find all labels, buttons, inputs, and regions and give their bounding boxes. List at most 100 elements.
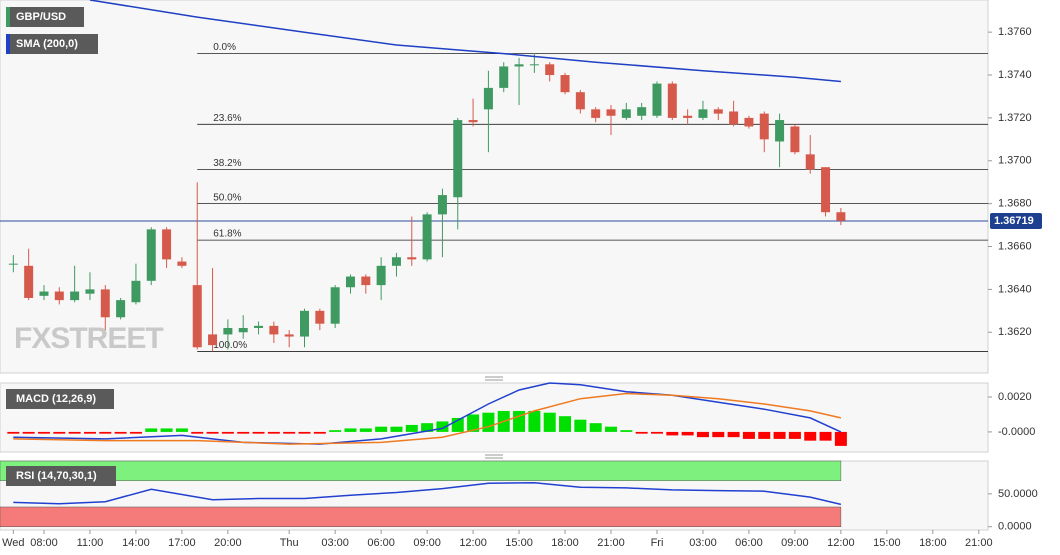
x-tick-label: 15:00 <box>873 537 901 549</box>
legend-box <box>6 389 114 409</box>
histogram-bar <box>375 426 388 432</box>
y-tick-label: 1.3740 <box>998 69 1032 81</box>
histogram-bar <box>804 431 817 441</box>
histogram-bar <box>344 428 357 432</box>
legend: GBP/USD SMA (200,0) MACD (12,26,9) RSI (… <box>6 7 116 486</box>
histogram-bar <box>727 431 740 438</box>
candle-body <box>683 115 693 118</box>
histogram-bar <box>83 431 96 434</box>
fib-label: 61.8% <box>213 229 241 240</box>
x-tick-label: 12:00 <box>459 537 487 549</box>
candle-body <box>453 120 463 198</box>
candle-body <box>70 291 80 301</box>
histogram-bar <box>696 431 709 438</box>
candle-body <box>729 111 739 125</box>
y-tick-label: 1.3640 <box>998 283 1032 295</box>
candle-body <box>422 214 432 260</box>
x-tick-label: 21:00 <box>965 537 993 549</box>
candle-body <box>146 229 156 281</box>
histogram-bar <box>298 431 311 434</box>
candle-body <box>514 64 524 67</box>
histogram-bar <box>620 430 633 432</box>
candle-body <box>744 117 754 127</box>
histogram-bar <box>589 423 602 432</box>
x-tick-label: 03:00 <box>321 537 349 549</box>
splitter[interactable] <box>485 454 503 459</box>
histogram-bar <box>53 431 66 434</box>
watermark: FXSTREET <box>14 322 163 355</box>
candle-body <box>621 109 631 118</box>
histogram-bar <box>513 410 526 432</box>
histogram-bar <box>635 431 648 434</box>
histogram-bar <box>543 412 556 432</box>
x-tick-label: 06:00 <box>367 537 395 549</box>
candle-body <box>606 109 616 116</box>
legend-sma: SMA (200,0) <box>16 38 78 50</box>
histogram-bar <box>37 431 50 434</box>
x-tick-label: 08:00 <box>30 537 58 549</box>
histogram-bar <box>574 419 587 432</box>
histogram-bar <box>267 431 280 434</box>
line <box>13 481 842 506</box>
candle-body <box>361 276 371 286</box>
candle-body <box>254 325 264 328</box>
candle-body <box>805 154 815 170</box>
legend-rsi: RSI (14,70,30,1) <box>16 470 97 482</box>
histogram-bar <box>283 431 296 434</box>
x-tick-label: 12:00 <box>827 537 855 549</box>
histogram-bar <box>405 424 418 432</box>
candle-body <box>8 263 18 265</box>
band <box>0 460 842 481</box>
legend-macd: MACD (12,26,9) <box>16 393 96 405</box>
candle-body <box>54 291 64 301</box>
candle-body <box>407 257 417 260</box>
candle-body <box>330 287 340 324</box>
x-tick-label: 09:00 <box>781 537 809 549</box>
candle-body <box>208 334 218 346</box>
histogram-bar <box>712 431 725 438</box>
candle-body <box>284 334 294 337</box>
y-tick-label: 0.0020 <box>998 391 1032 403</box>
candle-body <box>376 265 386 286</box>
candle-body <box>39 291 49 296</box>
y-tick-label: 1.3700 <box>998 155 1032 167</box>
histogram-bar <box>650 431 663 434</box>
candle-body <box>177 261 187 266</box>
fib-label: 50.0% <box>213 192 241 203</box>
histogram-bar <box>313 431 326 434</box>
histogram-bar <box>175 428 188 432</box>
candle-body <box>192 285 202 348</box>
candle-body <box>652 83 662 116</box>
candle-body <box>437 195 447 215</box>
candle-body <box>131 280 141 303</box>
candle-body <box>836 212 846 221</box>
fib-label: 100.0% <box>213 340 247 351</box>
histogram-bar <box>819 431 832 441</box>
candle-body <box>269 325 279 335</box>
candle-body <box>698 109 708 118</box>
candle-body <box>713 109 723 114</box>
candle-body <box>468 120 478 123</box>
histogram-bar <box>206 431 219 434</box>
line <box>13 392 842 445</box>
x-tick-label: 11:00 <box>77 537 104 549</box>
histogram-bar <box>482 412 495 432</box>
histogram-bar <box>252 431 265 434</box>
histogram-bar <box>681 431 694 436</box>
histogram-bar <box>329 430 342 432</box>
candle-body <box>667 83 677 118</box>
histogram-bar <box>221 431 234 434</box>
fib-label: 38.2% <box>213 158 241 169</box>
splitter[interactable] <box>485 376 503 381</box>
line <box>89 0 841 83</box>
x-tick-label: 06:00 <box>735 537 763 549</box>
candle-body <box>775 120 785 142</box>
x-tick-label: Thu <box>280 537 299 549</box>
candle-body <box>391 257 401 266</box>
candle-body <box>300 310 310 337</box>
histogram-bar <box>160 428 173 432</box>
histogram-bar <box>390 426 403 432</box>
candle-body <box>24 265 34 298</box>
histogram-bar <box>421 423 434 432</box>
